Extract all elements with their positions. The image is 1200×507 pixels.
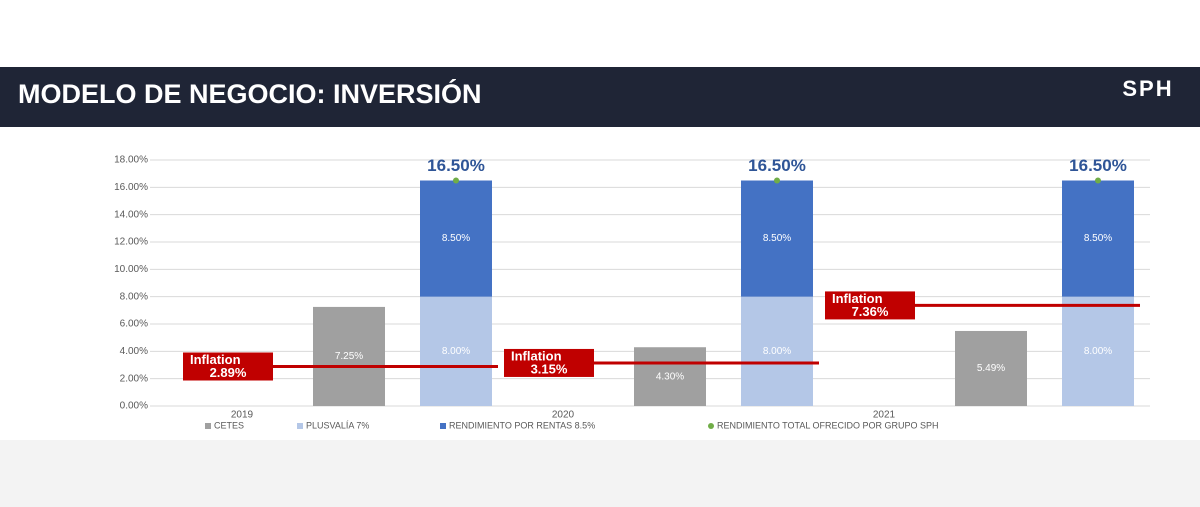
x-tick-label: 2021 bbox=[873, 410, 896, 421]
y-tick-label: 12.00% bbox=[114, 237, 148, 248]
inflation-label: Inflation bbox=[511, 348, 562, 363]
y-tick-label: 8.00% bbox=[120, 291, 148, 302]
bar bbox=[634, 347, 706, 406]
total-marker bbox=[774, 177, 780, 184]
bar bbox=[420, 296, 492, 406]
bar bbox=[1062, 180, 1134, 297]
bar-value-label: 5.49% bbox=[977, 363, 1005, 374]
header-bar bbox=[0, 67, 1200, 127]
bar bbox=[741, 296, 813, 406]
bar-value-label: 8.00% bbox=[763, 346, 791, 357]
bar bbox=[741, 180, 813, 297]
x-tick-label: 2020 bbox=[552, 410, 575, 421]
bar bbox=[1062, 296, 1134, 406]
total-marker bbox=[453, 177, 459, 184]
inflation-box bbox=[504, 348, 594, 377]
total-label: 16.50% bbox=[427, 156, 485, 175]
legend-swatch bbox=[440, 423, 446, 429]
inflation-box bbox=[825, 291, 915, 320]
legend-swatch bbox=[205, 423, 211, 429]
bar bbox=[955, 330, 1027, 406]
y-tick-label: 10.00% bbox=[114, 264, 148, 275]
bar bbox=[313, 306, 385, 406]
y-tick-label: 6.00% bbox=[120, 319, 148, 330]
y-tick-label: 0.00% bbox=[120, 401, 148, 412]
inflation-value: 3.15% bbox=[531, 361, 568, 376]
inflation-label: Inflation bbox=[190, 352, 241, 367]
top-margin bbox=[0, 0, 1200, 67]
bar-value-label: 8.00% bbox=[442, 346, 470, 357]
total-marker bbox=[1095, 177, 1101, 184]
legend-label: CETES bbox=[214, 420, 244, 430]
bar bbox=[420, 180, 492, 297]
y-tick-label: 4.00% bbox=[120, 346, 148, 357]
bar-value-label: 8.50% bbox=[1084, 233, 1112, 244]
slide-title: MODELO DE NEGOCIO: INVERSIÓN bbox=[18, 78, 482, 109]
bar-value-label: 7.25% bbox=[335, 351, 363, 362]
y-tick-label: 18.00% bbox=[114, 155, 148, 166]
legend-label: RENDIMIENTO TOTAL OFRECIDO POR GRUPO SPH bbox=[717, 420, 939, 430]
bar-value-label: 8.50% bbox=[763, 233, 791, 244]
legend-label: PLUSVALÍA 7% bbox=[306, 420, 369, 430]
bar-value-label: 4.30% bbox=[656, 371, 684, 382]
legend-swatch bbox=[297, 423, 303, 429]
total-label: 16.50% bbox=[1069, 156, 1127, 175]
inflation-value: 2.89% bbox=[210, 365, 247, 380]
y-tick-label: 14.00% bbox=[114, 209, 148, 220]
x-tick-label: 2019 bbox=[231, 410, 254, 421]
total-label: 16.50% bbox=[748, 156, 806, 175]
logo: SPH bbox=[1122, 76, 1173, 101]
bar-value-label: 8.50% bbox=[442, 233, 470, 244]
inflation-label: Inflation bbox=[832, 291, 883, 306]
bar-value-label: 8.00% bbox=[1084, 346, 1112, 357]
legend-label: RENDIMIENTO POR RENTAS 8.5% bbox=[449, 420, 595, 430]
inflation-box bbox=[183, 352, 273, 381]
y-tick-label: 2.00% bbox=[120, 373, 148, 384]
legend-swatch bbox=[708, 423, 714, 429]
y-tick-label: 16.00% bbox=[114, 182, 148, 193]
inflation-value: 7.36% bbox=[852, 304, 889, 319]
